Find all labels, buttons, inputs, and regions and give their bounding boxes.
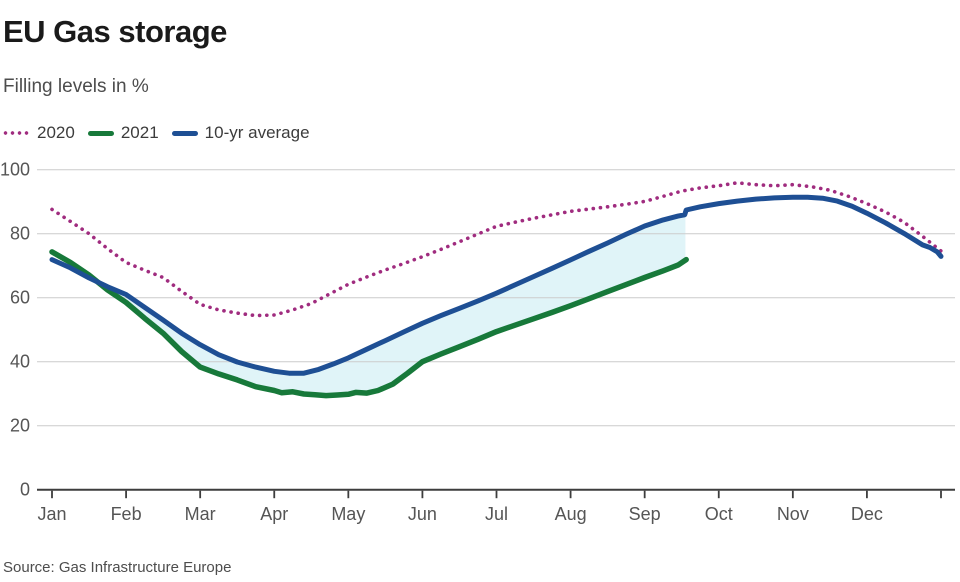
legend-swatch-2020-dotted-line — [2, 130, 30, 136]
y-axis-label-0: 0 — [20, 480, 30, 500]
y-axis-label-40: 40 — [10, 352, 30, 372]
y-axis-label-80: 80 — [10, 224, 30, 244]
x-axis-label-aug: Aug — [555, 504, 587, 524]
x-axis-label-apr: Apr — [260, 504, 288, 524]
chart-legend: 2020 2021 10-yr average — [2, 123, 310, 143]
chart-subtitle: Filling levels in % — [3, 76, 149, 97]
y-axis-label-60: 60 — [10, 288, 30, 308]
x-axis-label-jun: Jun — [408, 504, 437, 524]
x-axis-label-mar: Mar — [185, 504, 216, 524]
x-axis-label-feb: Feb — [111, 504, 142, 524]
x-axis-label-oct: Oct — [705, 504, 733, 524]
legend-label-2020: 2020 — [37, 123, 75, 142]
series-line-2020 — [50, 181, 943, 318]
legend-label-2021: 2021 — [120, 123, 159, 142]
legend-item-10yr-average: 10-yr average — [171, 123, 310, 143]
x-axis-label-jul: Jul — [485, 504, 508, 524]
legend-item-2021: 2021 — [87, 123, 159, 143]
source-note: Source: Gas Infrastructure Europe — [3, 559, 232, 576]
series-line-2021 — [49, 249, 689, 399]
y-axis-label-100: 100 — [0, 160, 30, 180]
legend-item-2020: 2020 — [2, 123, 75, 143]
legend-swatch-10yr-average-line — [171, 130, 198, 136]
fill-between-area — [97, 212, 686, 396]
x-axis-label-jan: Jan — [37, 504, 66, 524]
x-axis-label-nov: Nov — [777, 504, 809, 524]
y-axis-label-20: 20 — [10, 416, 30, 436]
x-axis-label-may: May — [331, 504, 365, 524]
series-line-10-yr-average — [49, 194, 944, 376]
legend-swatch-2021-line — [87, 130, 114, 136]
x-axis-label-dec: Dec — [851, 504, 883, 524]
page-title: EU Gas storage — [3, 14, 227, 49]
x-axis-label-sep: Sep — [629, 504, 661, 524]
legend-label-10yr-average: 10-yr average — [204, 123, 310, 142]
